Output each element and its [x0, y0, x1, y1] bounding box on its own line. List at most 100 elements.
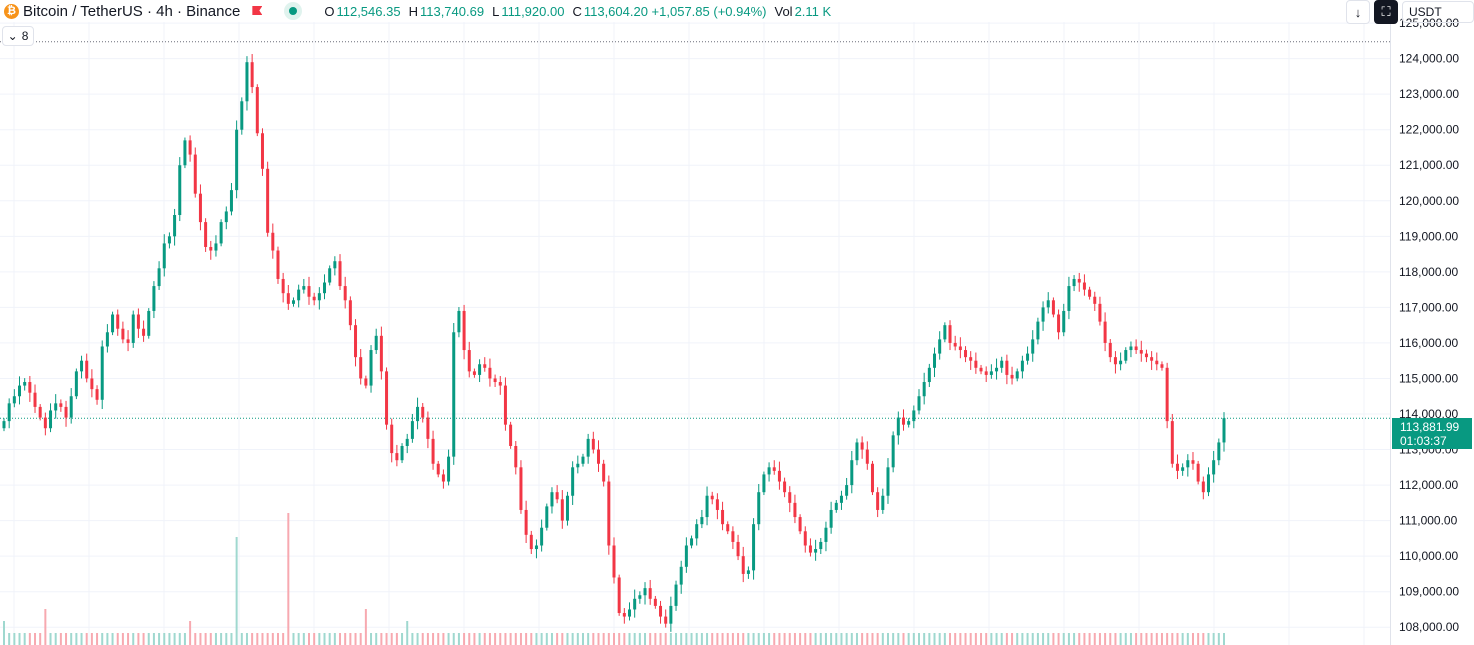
volume-bar	[375, 633, 378, 645]
volume-bar	[1052, 633, 1055, 645]
volume-bar	[540, 633, 543, 645]
candle-body	[1134, 346, 1138, 351]
candle-body	[793, 502, 797, 518]
volume-bar	[1036, 633, 1039, 645]
flag-icon[interactable]	[252, 5, 262, 17]
candle-body	[183, 140, 187, 166]
volume-bar	[18, 633, 21, 645]
candle-body	[524, 509, 528, 535]
countdown-timer: 01:03:37	[1400, 434, 1447, 448]
candle-body	[1020, 360, 1024, 372]
volume-bar	[370, 633, 373, 645]
candle-body	[881, 495, 885, 510]
volume-bar	[752, 633, 755, 645]
symbol-title[interactable]: Bitcoin / TetherUS · 4h · Binance	[23, 2, 241, 20]
volume-bar	[457, 633, 460, 645]
candle-body	[90, 378, 94, 390]
volume-bar	[401, 633, 404, 645]
candle-body	[162, 243, 166, 269]
volume-bar	[949, 633, 952, 645]
volume-bar	[183, 633, 186, 645]
candle-body	[901, 417, 905, 425]
volume-bar	[509, 633, 512, 645]
candle-body	[824, 527, 828, 542]
volume-bar	[519, 633, 522, 645]
candle-body	[653, 598, 657, 606]
candle-body	[142, 328, 146, 336]
candle-body	[855, 442, 859, 461]
volume-bar	[44, 609, 47, 645]
y-tick-label: 116,000.00	[1399, 336, 1458, 350]
candle-body	[410, 421, 414, 439]
currency-select[interactable]: USDT	[1402, 1, 1474, 23]
volume-bar	[561, 633, 564, 645]
volume-bar	[1155, 633, 1158, 645]
candle-body	[111, 314, 115, 333]
volume-bar	[411, 633, 414, 645]
candle-body	[421, 406, 425, 418]
candle-body	[126, 339, 130, 343]
candle-body	[865, 449, 869, 464]
volume-bar	[819, 633, 822, 645]
candle-body	[1036, 321, 1040, 340]
candle-body	[1046, 300, 1050, 308]
scroll-down-button[interactable]: ↓	[1346, 0, 1370, 24]
volume-bar	[230, 633, 233, 645]
y-tick-label: 111,000.00	[1399, 514, 1458, 528]
candle-body	[503, 385, 507, 425]
volume-bar	[773, 633, 776, 645]
candle-body	[710, 495, 714, 500]
volume-bar	[1011, 633, 1014, 645]
candle-body	[922, 382, 926, 397]
candle-body	[374, 335, 378, 351]
volume-bar	[1114, 633, 1117, 645]
volume-bar	[1083, 633, 1086, 645]
candle-body	[250, 62, 254, 88]
volume-bar	[980, 633, 983, 645]
volume-bar	[1067, 633, 1070, 645]
candle-body	[1201, 481, 1205, 493]
candle-body	[659, 605, 663, 617]
volume-bar	[34, 633, 37, 645]
fullscreen-button[interactable]: ⛶	[1374, 0, 1398, 24]
ohlc-values: O 112,546.35 H 113,740.69 L 111,920.00 C 113…	[316, 4, 831, 19]
volume-bar	[964, 633, 967, 645]
candle-body	[1082, 282, 1086, 290]
volume-bar	[235, 537, 238, 645]
candle-body	[705, 495, 709, 518]
volume-bar	[406, 621, 409, 645]
candle-body	[354, 325, 358, 358]
candle-body	[33, 392, 37, 407]
volume-bar	[225, 633, 228, 645]
candle-body	[1108, 342, 1112, 358]
volume-bar	[783, 633, 786, 645]
candle-body	[214, 243, 218, 251]
candle-body	[255, 87, 259, 134]
volume-bar	[597, 633, 600, 645]
candle-body	[876, 492, 880, 510]
volume-bar	[1129, 633, 1132, 645]
volume-bar	[96, 633, 99, 645]
candle-body	[328, 268, 332, 283]
volume-bar	[814, 633, 817, 645]
volume-bar	[504, 633, 507, 645]
volume-bar	[59, 633, 62, 645]
volume-bar	[75, 633, 78, 645]
candle-body	[1160, 364, 1164, 368]
volume-bar	[385, 633, 388, 645]
volume-bar	[1176, 633, 1179, 645]
candle-body	[167, 236, 171, 244]
volume-bar	[189, 621, 192, 645]
candle-body	[953, 342, 957, 347]
volume-bar	[840, 633, 843, 645]
volume-bar	[1005, 633, 1008, 645]
volume-bar	[514, 633, 517, 645]
volume-bar	[442, 633, 445, 645]
candle-body	[788, 492, 792, 503]
collapse-indicators-button[interactable]: ⌄ 8	[2, 26, 34, 46]
volume-bar	[261, 633, 264, 645]
volume-bar	[204, 633, 207, 645]
candle-body	[648, 588, 652, 599]
market-status-icon[interactable]	[284, 2, 303, 20]
